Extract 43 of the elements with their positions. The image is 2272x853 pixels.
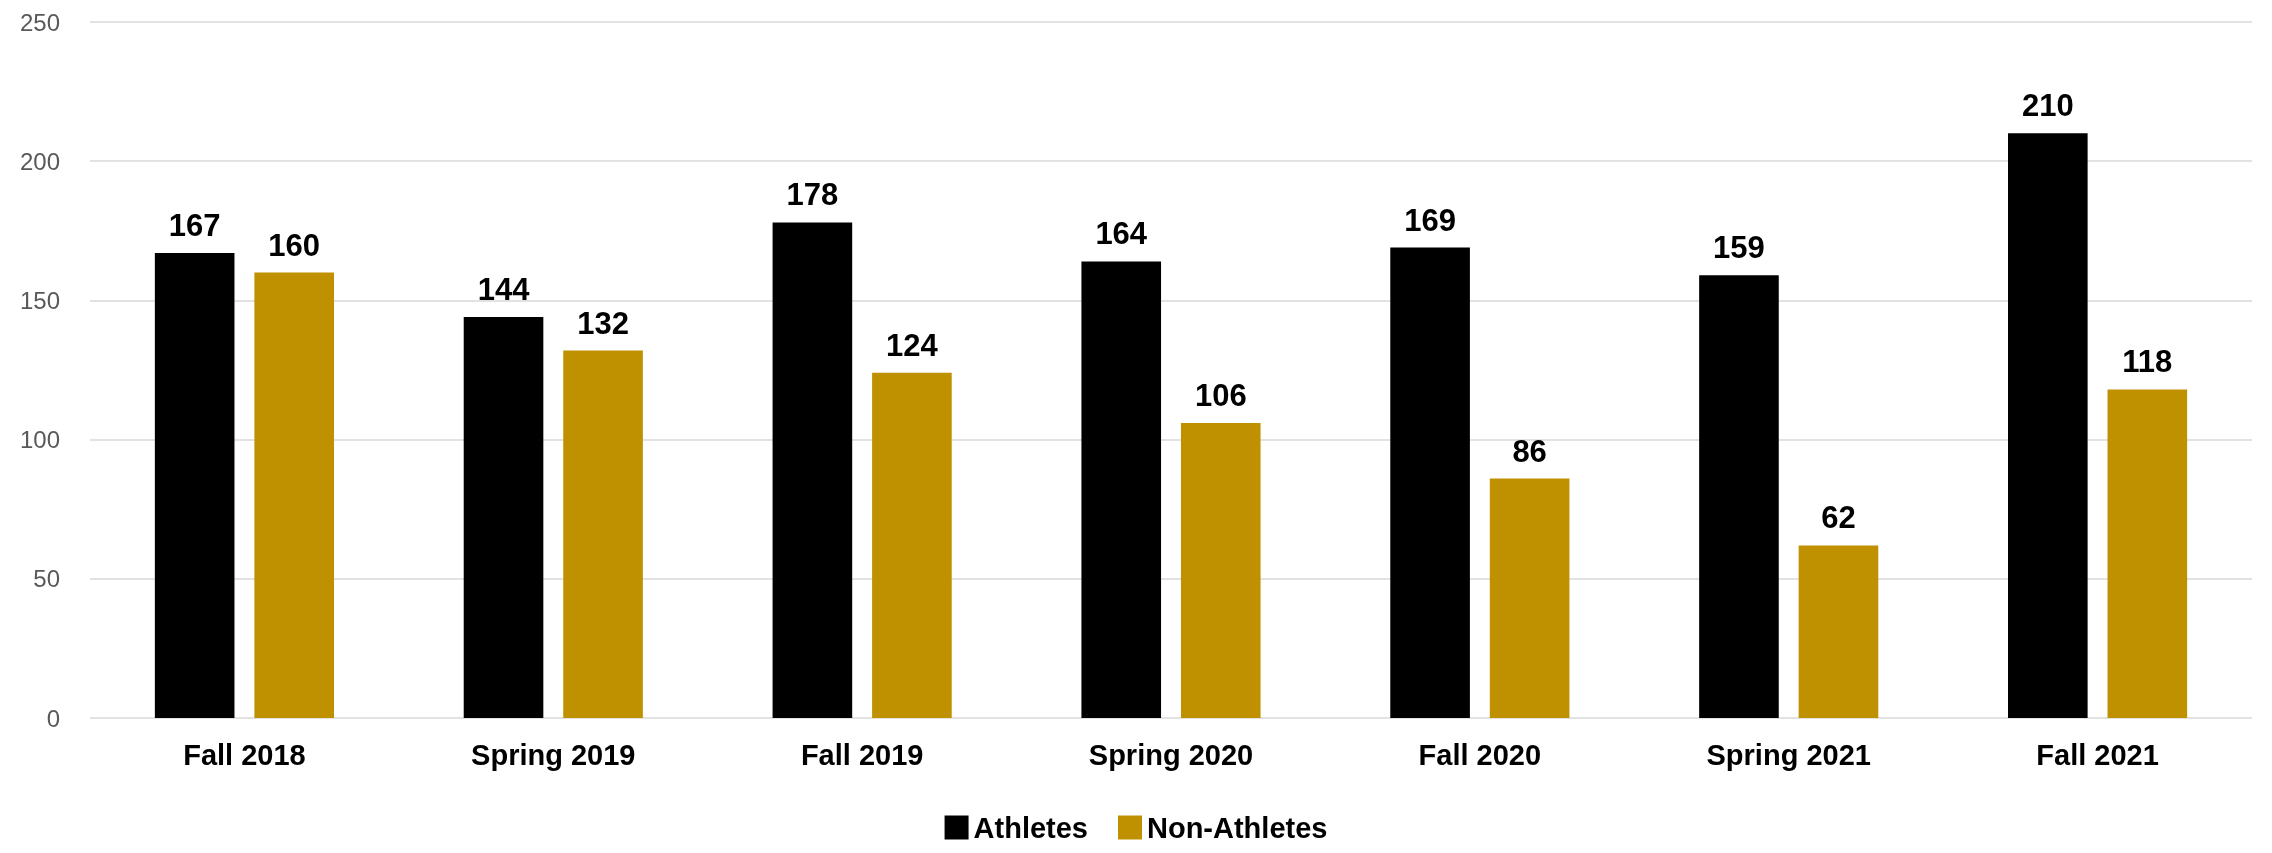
- data-label: 106: [1194, 377, 1247, 413]
- bar: [154, 253, 235, 718]
- data-label: 132: [577, 305, 629, 341]
- y-tick-label: 50: [33, 565, 60, 593]
- bar: [1081, 261, 1162, 718]
- x-tick-label: Fall 2021: [2036, 738, 2159, 771]
- data-label: 178: [786, 177, 839, 213]
- x-tick-label: Spring 2019: [471, 738, 636, 771]
- bar: [1699, 275, 1779, 718]
- bar: [2008, 133, 2088, 718]
- data-label: 86: [1512, 433, 1547, 469]
- data-label: 169: [1404, 202, 1456, 238]
- data-label: 159: [1713, 230, 1765, 266]
- bar: [563, 350, 643, 718]
- bar: [1180, 422, 1261, 718]
- y-tick-label: 0: [46, 704, 60, 732]
- x-tick-label: Fall 2019: [800, 738, 924, 771]
- bar: [772, 222, 853, 718]
- legend-label: Non-Athletes: [1146, 811, 1328, 844]
- x-tick-label: Fall 2020: [1418, 738, 1542, 771]
- y-tick-label: 100: [19, 426, 60, 454]
- bar: [1390, 247, 1470, 718]
- bar: [463, 317, 544, 718]
- bar: [872, 372, 952, 718]
- x-tick-label: Spring 2020: [1088, 738, 1254, 771]
- y-tick-label: 150: [19, 286, 60, 314]
- data-label: 164: [1095, 216, 1148, 252]
- x-tick-label: Spring 2021: [1706, 738, 1871, 771]
- data-label: 210: [2021, 88, 2074, 124]
- bar: [254, 272, 334, 718]
- data-label: 62: [1821, 500, 1856, 536]
- y-tick-label: 200: [19, 147, 60, 175]
- data-label: 160: [268, 227, 321, 263]
- data-label: 124: [886, 327, 939, 363]
- bar: [2107, 389, 2188, 718]
- data-label: 167: [168, 208, 221, 244]
- data-label: 144: [477, 272, 531, 308]
- data-label: 118: [2122, 344, 2173, 380]
- y-tick-label: 250: [19, 8, 60, 36]
- bar: [1798, 545, 1879, 718]
- bar: [1489, 478, 1570, 718]
- x-tick-label: Fall 2018: [183, 738, 306, 771]
- legend-label: Athletes: [973, 811, 1088, 844]
